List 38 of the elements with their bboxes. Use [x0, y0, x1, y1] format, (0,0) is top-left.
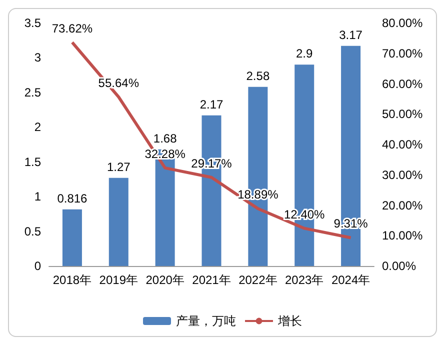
y-tick-label: 1.5	[24, 154, 42, 169]
data-label: 18.89%	[238, 188, 279, 202]
y-tick-label: 3	[34, 50, 42, 65]
y-tick-label: 2	[34, 120, 42, 134]
y-tick-label: 2.5	[24, 85, 42, 100]
y2-tick-label: 40.00%	[382, 138, 424, 152]
data-label: 73.62%	[52, 21, 93, 36]
x-tick-label: 2020年	[146, 273, 184, 287]
y-tick-label: 0	[34, 259, 42, 273]
data-label: 3.17	[339, 28, 363, 42]
x-tick-label: 2024年	[331, 273, 370, 287]
legend-label: 增长	[277, 314, 302, 328]
data-label: 2.9	[296, 46, 314, 61]
y2-tick-label: 80.00%	[382, 16, 424, 30]
y-tick-label: 1	[34, 190, 42, 204]
data-label: 2.17	[200, 97, 224, 112]
x-tick-label: 2021年	[192, 273, 231, 287]
data-label: 1.27	[106, 160, 131, 174]
y-tick-label: 3.5	[24, 16, 42, 30]
y2-tick-label: 60.00%	[382, 76, 424, 91]
x-tick-label: 2018年	[52, 273, 92, 287]
x-tick-label: 2023年	[285, 273, 324, 287]
data-label: 32.28%	[144, 146, 186, 161]
y2-tick-label: 70.00%	[382, 46, 424, 60]
bar	[108, 178, 128, 266]
data-label: 2.58	[246, 68, 270, 83]
data-label: 1.68	[153, 131, 178, 146]
x-tick-label: 2022年	[238, 273, 278, 287]
y2-tick-label: 30.00%	[382, 168, 424, 182]
y2-tick-label: 0.00%	[382, 259, 416, 273]
y2-tick-label: 10.00%	[382, 228, 424, 243]
y2-tick-label: 50.00%	[382, 107, 424, 122]
y2-tick-label: 20.00%	[382, 198, 424, 212]
x-tick-label: 2019年	[99, 273, 138, 287]
data-label: 0.816	[57, 191, 88, 206]
y-tick-label: 0.5	[24, 224, 42, 238]
bar	[62, 209, 82, 266]
legend-label: 产量，万吨	[176, 314, 236, 328]
